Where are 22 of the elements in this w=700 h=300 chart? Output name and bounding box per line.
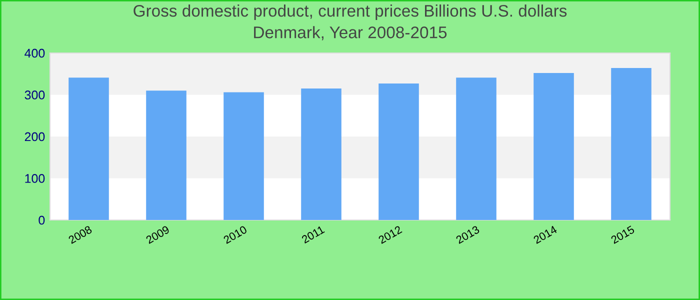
x-tick-label: 2010 xyxy=(222,225,248,244)
x-tick-label: 2014 xyxy=(532,225,558,244)
x-tick-label: 2012 xyxy=(378,225,402,244)
bar xyxy=(378,83,419,220)
bar xyxy=(68,78,109,220)
bar xyxy=(146,90,186,220)
x-tick-label: 2009 xyxy=(145,225,170,244)
bar xyxy=(534,73,574,220)
y-tick-label: 300 xyxy=(24,90,45,100)
x-tick-label: 2008 xyxy=(68,225,92,244)
y-tick-label: 0 xyxy=(38,216,45,225)
y-tick-label: 200 xyxy=(24,132,45,142)
bar xyxy=(456,78,496,220)
chart-title: Gross domestic product, current prices Billions U.S. dollars Denmark, Year 2008-2015 xyxy=(134,4,567,40)
x-tick-label: 2015 xyxy=(610,225,635,244)
bar xyxy=(224,92,264,220)
y-tick-label: 400 xyxy=(24,48,45,58)
y-tick-label: 100 xyxy=(25,174,45,183)
x-tick-label: 2013 xyxy=(455,225,480,244)
x-tick-label: 2011 xyxy=(301,225,325,244)
bar xyxy=(611,68,652,220)
bar xyxy=(301,88,342,220)
